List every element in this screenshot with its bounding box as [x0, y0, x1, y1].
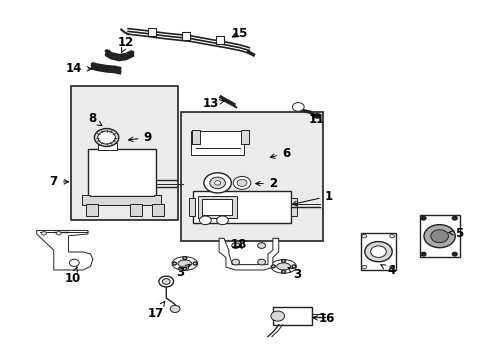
Bar	[202, 199, 232, 215]
Circle shape	[233, 176, 250, 189]
Circle shape	[209, 177, 225, 189]
Text: 10: 10	[64, 267, 81, 285]
Text: 6: 6	[270, 147, 289, 159]
Bar	[98, 143, 117, 150]
Bar	[198, 196, 237, 218]
Circle shape	[314, 114, 320, 118]
Text: 17: 17	[147, 301, 164, 320]
Bar	[191, 130, 200, 144]
Circle shape	[430, 230, 447, 243]
Circle shape	[183, 257, 186, 260]
Circle shape	[231, 243, 239, 248]
Circle shape	[199, 216, 211, 225]
Circle shape	[41, 231, 46, 235]
Circle shape	[237, 179, 246, 186]
Circle shape	[271, 265, 275, 268]
Bar	[181, 112, 322, 241]
Circle shape	[203, 173, 231, 193]
Circle shape	[257, 259, 265, 265]
Bar	[147, 28, 155, 36]
Circle shape	[451, 252, 456, 256]
Circle shape	[56, 231, 61, 235]
Circle shape	[389, 265, 394, 269]
Bar	[182, 32, 189, 40]
Text: 7: 7	[50, 175, 68, 188]
Circle shape	[370, 246, 386, 257]
Text: 8: 8	[88, 112, 102, 126]
Circle shape	[257, 243, 265, 248]
Bar	[190, 131, 244, 155]
Text: 4: 4	[380, 264, 394, 277]
Circle shape	[231, 259, 239, 265]
Circle shape	[423, 225, 454, 248]
Text: 14: 14	[66, 62, 91, 75]
Text: 11: 11	[308, 113, 325, 126]
Bar	[419, 215, 459, 257]
Circle shape	[214, 181, 220, 185]
Polygon shape	[82, 195, 161, 205]
Bar	[272, 307, 311, 325]
Circle shape	[364, 242, 391, 262]
Circle shape	[183, 267, 186, 270]
Circle shape	[170, 305, 180, 312]
Circle shape	[361, 265, 366, 269]
Bar	[360, 233, 395, 270]
Bar	[193, 191, 290, 223]
Text: 3: 3	[176, 264, 189, 279]
Bar	[71, 86, 178, 220]
Bar	[85, 204, 98, 216]
Ellipse shape	[178, 260, 191, 267]
Bar	[151, 204, 163, 216]
Text: 16: 16	[312, 312, 334, 325]
Ellipse shape	[270, 260, 296, 273]
Circle shape	[172, 262, 176, 265]
Circle shape	[361, 234, 366, 238]
Circle shape	[292, 103, 304, 111]
Bar	[129, 204, 142, 216]
Bar	[88, 149, 156, 196]
Circle shape	[270, 311, 284, 321]
Circle shape	[162, 279, 170, 284]
Bar	[290, 198, 296, 216]
Text: 18: 18	[230, 238, 246, 251]
Text: 2: 2	[255, 177, 276, 190]
Circle shape	[389, 234, 394, 238]
Circle shape	[94, 129, 119, 147]
Circle shape	[420, 252, 425, 256]
Circle shape	[420, 216, 425, 220]
Circle shape	[98, 131, 115, 144]
Circle shape	[281, 270, 285, 273]
Circle shape	[281, 260, 285, 262]
Circle shape	[69, 259, 79, 266]
Bar	[240, 130, 249, 144]
Circle shape	[451, 216, 456, 220]
Text: 15: 15	[231, 27, 247, 40]
Circle shape	[291, 265, 295, 268]
Text: 3: 3	[287, 267, 301, 281]
Text: 13: 13	[203, 97, 224, 110]
Polygon shape	[219, 238, 278, 270]
Text: 12: 12	[118, 36, 134, 52]
Bar	[216, 36, 224, 44]
Circle shape	[159, 276, 173, 287]
Circle shape	[193, 262, 197, 265]
Ellipse shape	[172, 257, 197, 270]
Bar	[189, 198, 195, 216]
Text: 9: 9	[128, 131, 151, 144]
Text: 1: 1	[292, 190, 332, 206]
Ellipse shape	[276, 263, 290, 270]
Text: 5: 5	[448, 227, 463, 240]
Circle shape	[216, 216, 228, 225]
Polygon shape	[37, 230, 93, 270]
